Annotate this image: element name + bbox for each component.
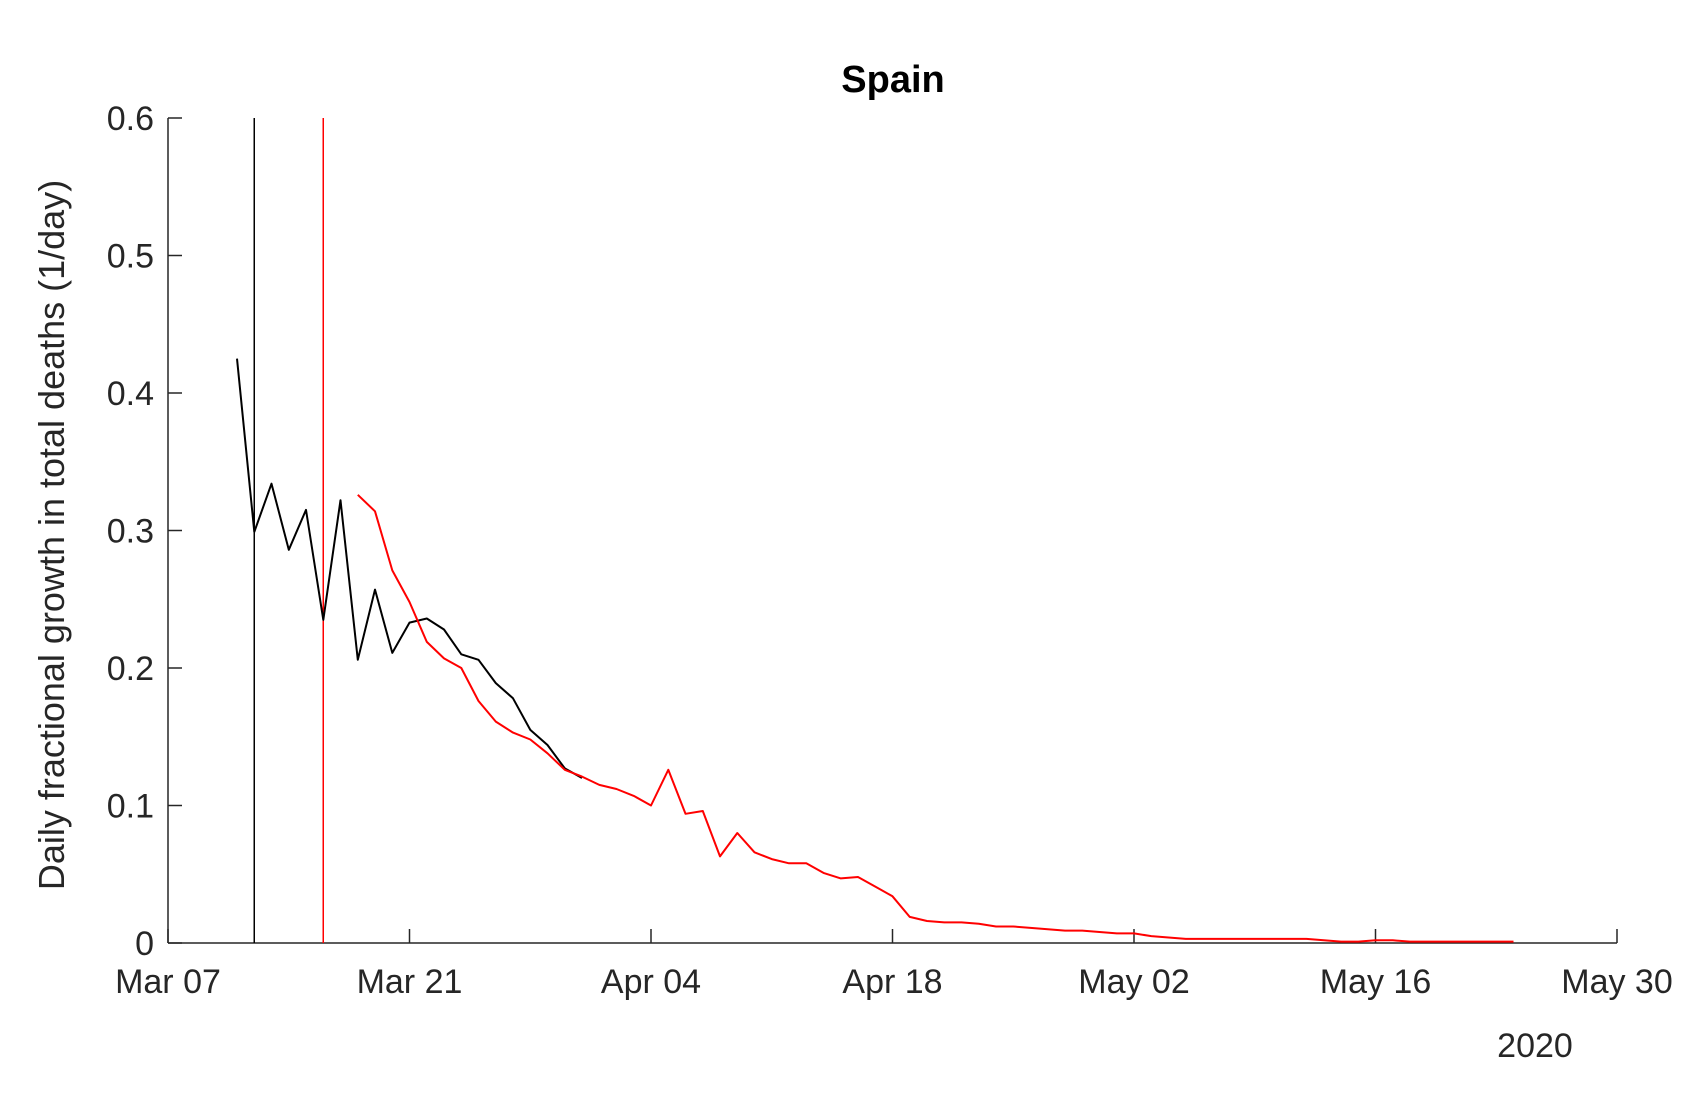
x-tick-label: May 30	[1561, 963, 1673, 1001]
x-tick-label: Mar 07	[115, 963, 221, 1001]
x-tick-label: May 02	[1078, 963, 1190, 1001]
x-tick-label: Apr 04	[601, 963, 701, 1001]
y-tick-label: 0.6	[107, 100, 154, 138]
y-tick-label: 0.1	[107, 788, 154, 826]
x-tick-label: Apr 18	[842, 963, 942, 1001]
y-tick-label: 0	[135, 925, 154, 963]
series-line-2	[357, 494, 1514, 943]
x-tick-label: Mar 21	[357, 963, 463, 1001]
axes-layer: Mar 07 Mar 21 Apr 04 Apr 18 May 02 May 16 May …	[107, 100, 1673, 1001]
y-tick-label: 0.4	[107, 375, 154, 413]
vertical-lines-layer	[253, 118, 324, 943]
series-layer	[236, 358, 1514, 943]
chart-title: Spain	[841, 59, 944, 101]
y-tick-label: 0.5	[107, 238, 154, 276]
x-axis-year-label: 2020	[1497, 1027, 1573, 1065]
y-axis-label: Daily fractional growth in total deaths …	[31, 180, 72, 890]
y-tick-label: 0.2	[107, 650, 154, 688]
x-tick-label: May 16	[1320, 963, 1432, 1001]
y-tick-label: 0.3	[107, 513, 154, 551]
series-line-1	[236, 358, 583, 779]
